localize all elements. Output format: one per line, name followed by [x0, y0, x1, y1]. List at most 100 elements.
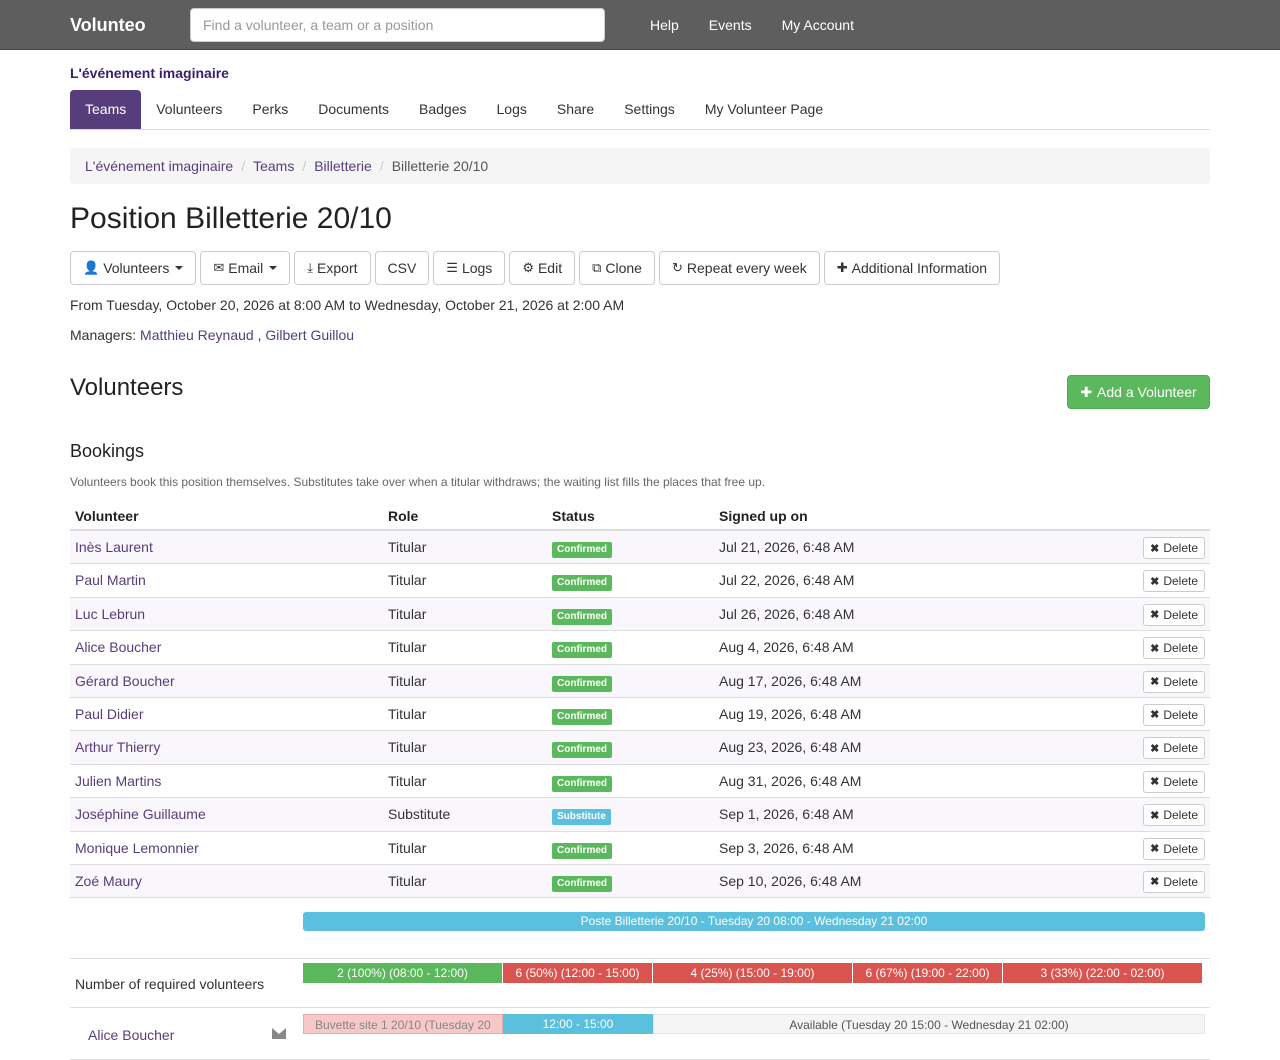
tab-volunteers[interactable]: Volunteers [156, 101, 223, 117]
status-badge: Confirmed [552, 575, 612, 592]
download-icon: ⤓ [307, 260, 314, 275]
breadcrumb-event[interactable]: L'événement imaginaire [85, 158, 234, 174]
breadcrumb-team[interactable]: Billetterie [314, 158, 372, 174]
status-cell: Confirmed [552, 739, 612, 759]
volunteer-name-link[interactable]: Joséphine Guillaume [75, 806, 206, 823]
top-navbar: Volunteo Help Events My Account [0, 0, 1280, 50]
delete-button[interactable]: ✖ Delete [1143, 737, 1205, 760]
tab-settings[interactable]: Settings [624, 101, 675, 117]
gear-icon: ⚙ [522, 260, 534, 275]
csv-button[interactable]: CSV [374, 251, 430, 285]
volunteer-role: Substitute [388, 806, 451, 823]
status-cell: Confirmed [552, 840, 612, 859]
status-badge: Confirmed [552, 642, 612, 659]
tab-logs[interactable]: Logs [496, 101, 527, 117]
timeline-header-bar: Poste Billetterie 20/10 - Tuesday 20 08:… [303, 912, 1205, 931]
add-volunteer-button[interactable]: ✚ Add a Volunteer [1067, 375, 1210, 409]
volunteers-dropdown-button[interactable]: 👤 Volunteers [70, 251, 197, 285]
status-badge: Confirmed [552, 842, 612, 859]
delete-button[interactable]: ✖ Delete [1143, 870, 1205, 893]
coverage-segment: 6 (67%) (19:00 - 22:00) [853, 963, 1003, 983]
delete-button-label: Delete [1163, 607, 1198, 622]
event-name: L'événement imaginaire [70, 65, 229, 81]
envelope-icon: ✉ [213, 260, 225, 275]
signed-up-date: Aug 4, 2026, 6:48 AM [719, 639, 854, 656]
nav-my-account-link[interactable]: My Account [781, 17, 854, 33]
volunteer-name-link[interactable]: Paul Martin [75, 572, 146, 589]
volunteer-timeline-name[interactable]: Alice Boucher [88, 1027, 175, 1043]
repeat-every-week-button[interactable]: ↻ Repeat every week [658, 251, 820, 285]
volunteer-role: Titular [388, 839, 427, 856]
edit-button[interactable]: ⚙ Edit [509, 251, 576, 285]
delete-button-label: Delete [1163, 641, 1198, 656]
tab-badges[interactable]: Badges [419, 101, 467, 117]
volunteer-role: Titular [388, 539, 427, 555]
volunteer-role: Titular [388, 639, 427, 656]
delete-button[interactable]: ✖ Delete [1143, 804, 1205, 827]
manager-link[interactable]: Gilbert Guillou [265, 327, 355, 343]
bookings-help-text: Volunteers book this position themselves… [70, 475, 766, 489]
close-icon: ✖ [1150, 542, 1160, 555]
volunteer-name-link[interactable]: Julien Martins [75, 772, 162, 789]
volunteers-heading: Volunteers [70, 374, 184, 401]
status-cell: Confirmed [552, 539, 612, 558]
tab-teams[interactable]: Teams [70, 90, 142, 129]
signed-up-date: Aug 17, 2026, 6:48 AM [719, 672, 862, 689]
table-body: Inès Laurent Titular Confirmed Jul 21, 2026… [70, 531, 1210, 899]
tab-my-volunteer-page[interactable]: My Volunteer Page [704, 101, 824, 117]
delete-button-label: Delete [1163, 674, 1198, 689]
close-icon: ✖ [1150, 843, 1160, 856]
additional-button-label: Additional Information [851, 260, 988, 276]
additional-information-button[interactable]: ✚ Additional Information [823, 251, 1001, 285]
delete-button[interactable]: ✖ Delete [1143, 770, 1205, 793]
logs-button[interactable]: ☰ Logs [433, 251, 506, 285]
volunteer-name-link[interactable]: Zoé Maury [75, 872, 142, 889]
delete-button[interactable]: ✖ Delete [1143, 670, 1205, 693]
email-dropdown-button[interactable]: ✉ Email [200, 251, 291, 285]
copy-icon: ⧉ [592, 260, 602, 275]
top-nav-links: Help Events My Account [635, 0, 869, 50]
brand-logo[interactable]: Volunteo [70, 15, 146, 35]
tab-share[interactable]: Share [556, 101, 595, 117]
managers-separator: , [257, 327, 262, 343]
volunteer-role: Titular [388, 705, 427, 722]
breadcrumb-teams[interactable]: Teams [253, 158, 295, 174]
delete-button-label: Delete [1163, 841, 1198, 856]
delete-button[interactable]: ✖ Delete [1143, 837, 1205, 860]
breadcrumb: L'événement imaginaire / Teams / Billett… [70, 148, 1210, 184]
delete-button[interactable]: ✖ Delete [1143, 570, 1205, 593]
column-header-status: Status [552, 508, 595, 524]
nav-events-link[interactable]: Events [708, 17, 752, 33]
table-row: Inès Laurent Titular Confirmed Jul 21, 2026… [70, 531, 1210, 565]
table-header: Volunteer Role Status Signed up on [70, 502, 1210, 531]
event-tabs: Teams Volunteers Perks Documents Badges … [70, 90, 1210, 130]
export-button[interactable]: ⤓ Export [294, 251, 371, 285]
clone-button[interactable]: ⧉ Clone [579, 251, 655, 285]
search-input[interactable] [190, 8, 605, 42]
signed-up-date: Sep 3, 2026, 6:48 AM [719, 839, 854, 856]
delete-button[interactable]: ✖ Delete [1143, 703, 1205, 726]
delete-button[interactable]: ✖ Delete [1143, 637, 1205, 660]
volunteer-name-link[interactable]: Monique Lemonnier [75, 839, 199, 856]
tab-documents[interactable]: Documents [318, 101, 390, 117]
volunteer-role: Titular [388, 572, 427, 589]
close-icon: ✖ [1150, 809, 1160, 822]
envelope-icon[interactable] [272, 1028, 286, 1039]
status-cell: Confirmed [552, 773, 612, 792]
manager-link[interactable]: Matthieu Reynaud [140, 327, 254, 343]
status-cell: Confirmed [552, 873, 612, 892]
volunteer-name-link[interactable]: Inès Laurent [75, 539, 153, 555]
nav-help-link[interactable]: Help [650, 17, 679, 33]
caret-down-icon [175, 266, 184, 270]
delete-button[interactable]: ✖ Delete [1143, 537, 1205, 559]
volunteer-name-link[interactable]: Luc Lebrun [75, 605, 146, 622]
volunteer-name-link[interactable]: Paul Didier [75, 705, 144, 722]
table-row: Joséphine Guillaume Substitute Substitute S… [70, 798, 1210, 832]
status-badge: Substitute [552, 809, 611, 826]
tab-perks[interactable]: Perks [252, 101, 289, 117]
delete-button[interactable]: ✖ Delete [1143, 603, 1205, 626]
volunteer-name-link[interactable]: Alice Boucher [75, 639, 162, 656]
table-row: Paul Didier Titular Confirmed Aug 19, 2026,… [70, 697, 1210, 732]
volunteer-name-link[interactable]: Arthur Thierry [75, 739, 161, 756]
volunteer-name-link[interactable]: Gérard Boucher [75, 672, 175, 689]
